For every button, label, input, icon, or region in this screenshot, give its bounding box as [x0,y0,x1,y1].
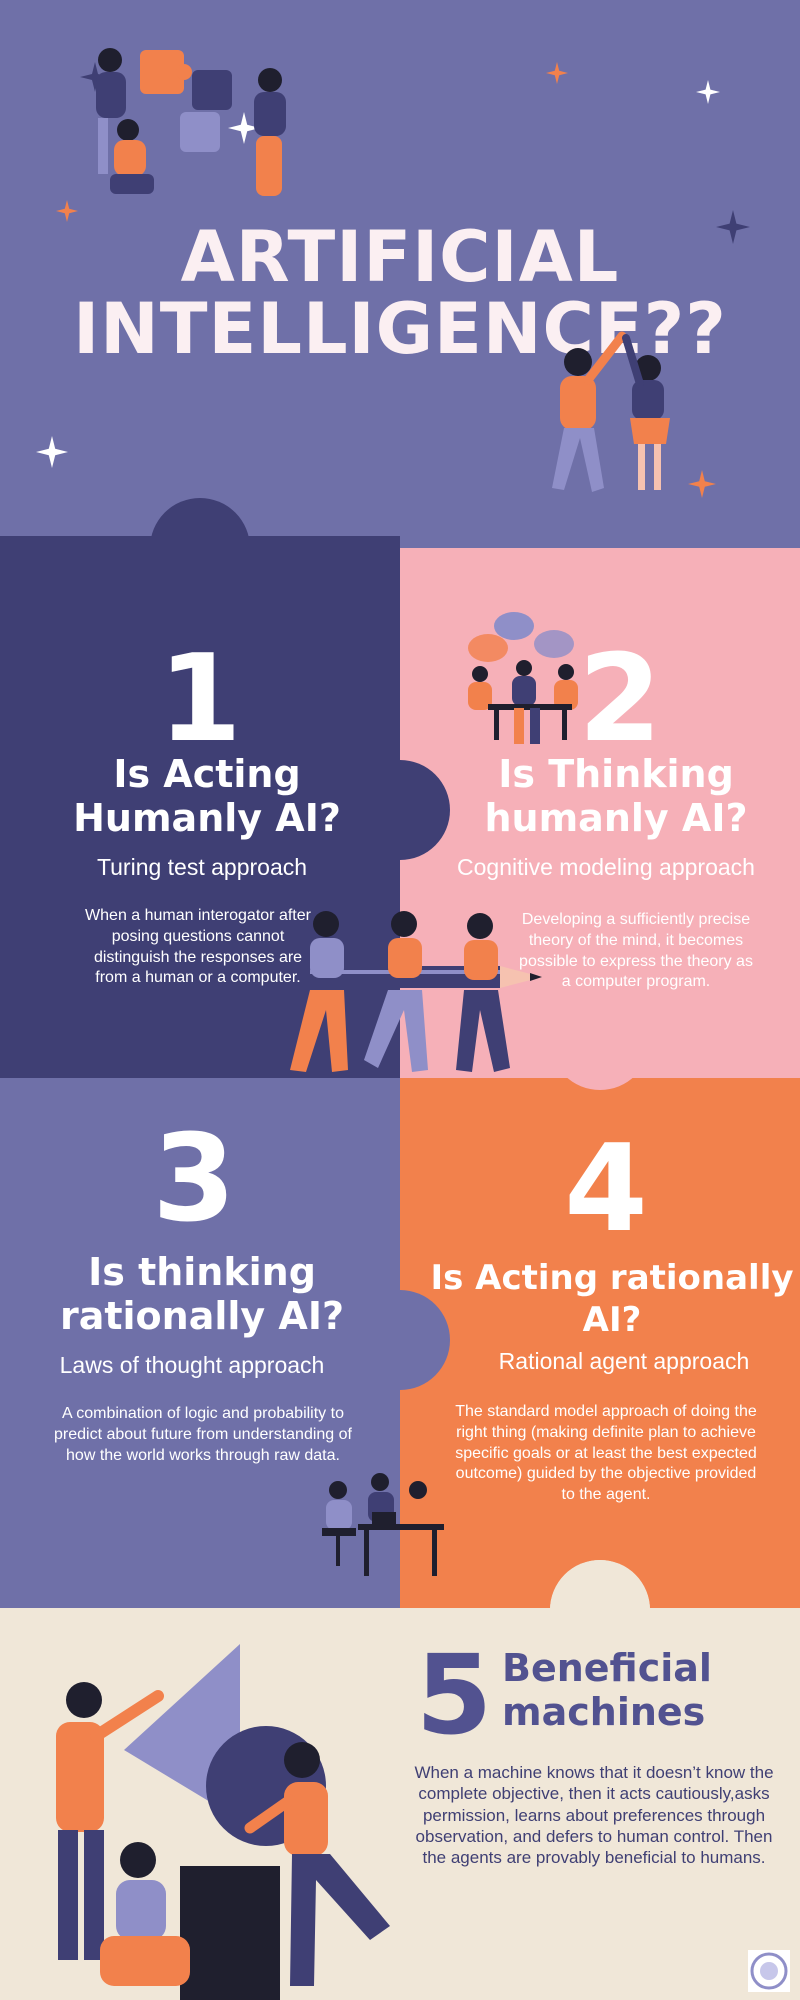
discussion-illustration [468,612,578,744]
section-4-number: 4 [564,1120,648,1259]
section-2-panel [400,548,800,1078]
section-3-heading-line-1: Is thinking [88,1250,316,1294]
meeting-illustration [322,1473,444,1576]
sparkle-icon [546,62,568,84]
sparkle-icon [228,112,260,144]
section-5-heading-line-2: machines [502,1690,706,1734]
section-1-heading-line-2: Humanly AI? [73,796,341,840]
title-line-1: ARTIFICIAL [180,216,620,298]
section-5-description: When a machine knows that it doesn’t kno… [414,1763,774,1867]
header-section: ARTIFICIAL INTELLIGENCE?? [0,0,800,598]
section-3-approach: Laws of thought approach [59,1352,325,1378]
section-1-description: When a human interogator after posing qu… [85,907,311,987]
section-1-approach: Turing test approach [96,854,308,880]
sparkle-icon [36,436,68,468]
puzzle-team-illustration [96,48,286,196]
high-five-illustration [552,331,670,492]
section-4-panel [400,1078,800,1608]
section-2-heading-line-2: humanly AI? [484,796,748,840]
sparkle-icon [716,210,750,244]
section-2-description: Developing a sufficiently precise theory… [519,911,753,991]
sparkle-icon [696,80,720,104]
sparkle-icon [56,200,78,222]
section-3-heading-line-2: rationally AI? [59,1294,345,1338]
section-2-number: 2 [578,630,662,769]
section-3-number: 3 [152,1110,236,1249]
sparkle-icon [688,470,716,498]
section-5-number: 5 [415,1631,493,1759]
section-2-heading-line-1: Is Thinking [498,752,734,796]
section-4-description: The standard model approach of doing the… [455,1403,757,1504]
section-4-heading-line-1: Is Acting rationally [430,1258,794,1298]
title-line-2: INTELLIGENCE?? [73,288,727,370]
shapes-illustration [56,1644,390,2000]
section-4-heading-line-2: AI? [582,1300,642,1340]
section-2-approach: Cognitive modeling approach [457,854,755,880]
section-5-heading-line-1: Beneficial [502,1646,712,1690]
sparkle-icon [80,62,110,92]
section-1-number: 1 [158,630,242,769]
logo-badge-icon [748,1950,790,1992]
section-1-heading-line-1: Is Acting [113,752,301,796]
section-3-description: A combination of logic and probability t… [54,1405,352,1464]
pencil-team-illustration [290,911,542,1072]
section-4-approach: Rational agent approach [498,1348,750,1374]
